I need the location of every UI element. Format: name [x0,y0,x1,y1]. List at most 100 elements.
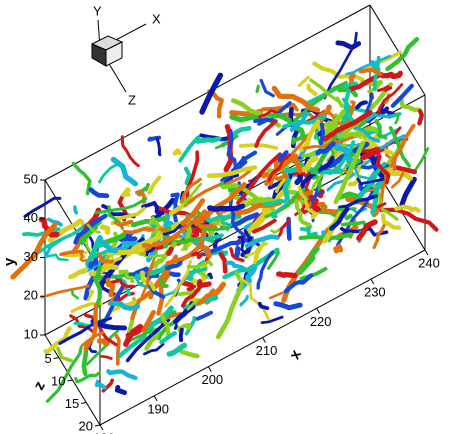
vortex-tube [261,171,272,179]
vortex-tube [376,202,387,209]
vortex-tube [417,108,424,126]
vortex-tube [377,83,404,116]
vortex-tube [178,327,184,343]
vortex-tube [273,301,303,311]
vortex-tube [195,221,218,231]
vortex-tube [94,264,103,311]
vortex-tube [394,165,418,175]
vortex-tube [184,315,197,336]
vortex-tube [214,134,239,150]
vortex-tube [220,219,229,225]
vortex-tube [202,225,231,232]
vortex-tube [186,298,202,311]
vortex-tube [394,204,421,213]
vortex-tube [244,234,280,248]
vortex-tube [83,303,99,352]
vortex-tube [239,277,270,321]
vortex-tube [222,247,280,280]
vortex-tube [152,233,179,248]
x-tick [99,424,104,431]
vortex-tube [197,270,210,280]
vortex-tube [46,217,63,227]
x-tick-label: 180 [93,430,115,434]
vortex-tube [125,318,171,363]
y-tick-label: 30 [24,249,38,264]
vortex-tube [145,246,156,256]
vortex-tube [94,379,107,390]
vortex-tube [309,78,340,103]
vortex-tube [355,100,368,110]
vortex-tube [391,123,416,171]
vortex-tube [59,249,84,257]
vortex-tube [63,250,88,258]
vortex-tube [84,238,91,252]
vortex-tube [297,185,317,215]
vortex-tube [343,127,402,147]
vortex-tube [274,175,290,181]
vortex-tube [207,203,246,212]
vortex-tube [413,147,430,173]
vortex-tube [270,226,284,234]
vortex-tube [340,220,368,227]
x-tick [424,249,429,256]
z-tick-label: 15 [65,396,79,411]
vortex-tube [365,112,402,122]
vortex-tube [187,267,208,275]
vortex-tube [141,200,165,216]
vortex-tube [228,194,247,238]
vortex-tube [113,219,134,228]
z-tick-label: 20 [79,418,93,433]
vortex-tube [101,204,136,219]
vortex-tube [254,119,278,148]
vortex-tube [177,322,192,333]
vortex-tube [105,277,116,298]
vortex-tube [335,40,362,51]
vortex-tube [85,236,102,267]
vortex-tube [259,78,275,98]
vortex-tube [328,140,356,176]
vortex-tube [98,269,113,290]
vortex-structures [10,31,439,403]
vortex-tube [140,257,156,298]
vortex-tube [220,169,252,188]
vortex-tube [210,249,229,257]
z-axis-title: z [30,378,49,393]
vortex-tube [289,111,310,132]
vortex-tube [141,309,156,333]
vortex-tube [291,154,303,174]
vortex-tube [251,218,277,234]
triad-cube-right [105,41,123,67]
vortex-tube [23,196,62,218]
x-tick-label: 240 [418,255,440,270]
vortex-tube [278,218,292,237]
x-tick-label: 200 [201,372,223,387]
vortex-tube [306,83,318,97]
vortex-tube [333,140,366,205]
vortex-tube [380,213,402,230]
vortex-tube [324,110,350,128]
vortex-tube [78,219,102,246]
vortex-tube [121,187,131,198]
vortex-tube [147,262,171,277]
vortex-tube [245,183,292,235]
vortex-tube [294,198,312,227]
z-tick-label: 10 [51,373,65,388]
vortex-tube [191,251,204,260]
vortex-tube [229,247,245,263]
vortex-tube [69,314,96,335]
vortex-tube [136,182,151,197]
vortex-tube [99,224,111,235]
vortex-tube [40,284,90,299]
vortex-tube [365,92,374,113]
vortex-tube [268,291,285,300]
vortex-tube [356,177,385,186]
vortex-tube [162,223,182,236]
vortex-tube [134,250,164,259]
vortex-tube [206,165,258,179]
vortex-tube [106,369,138,381]
vortex-tube [337,191,363,202]
vortex-tube [283,273,314,294]
vortex-tube [117,322,152,359]
vortex-tube [180,198,206,227]
vortex-tube [318,122,325,146]
